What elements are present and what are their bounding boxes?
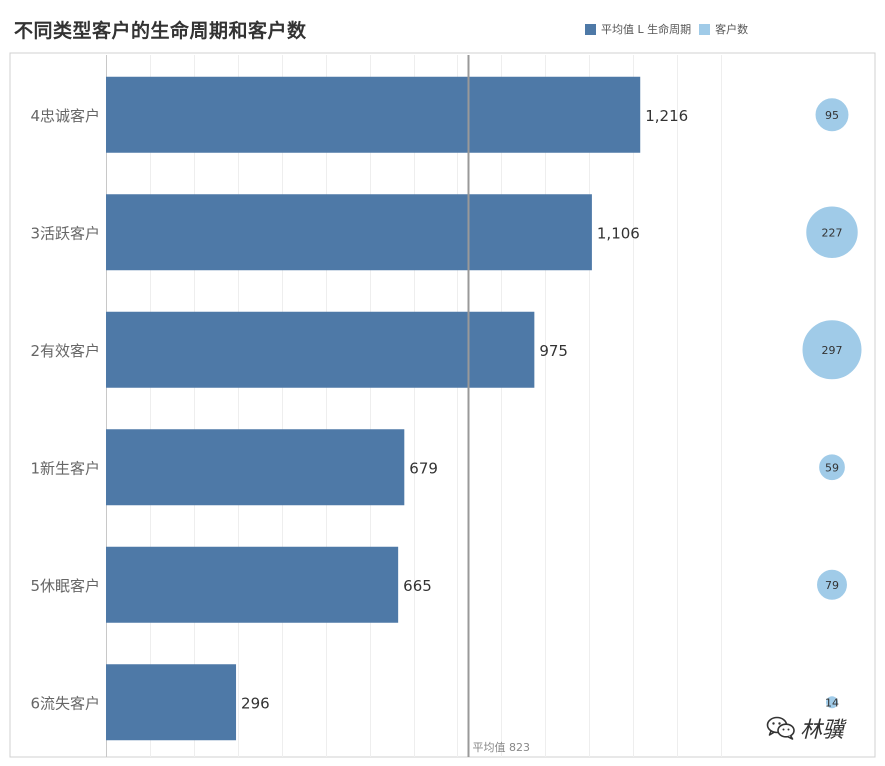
bar-value-label: 665 [403,577,432,595]
watermark-text: 林骥 [800,718,845,743]
legend-swatch-customers [699,23,711,35]
bubble [818,453,846,482]
bubble [816,568,848,601]
bubble-value-label: 227 [822,226,843,239]
category-label: 4忠诚客户 [30,107,100,125]
legend-item-customers: 客户数 [699,21,748,37]
plot-panel [9,52,876,758]
legend-swatch-lifecycle [585,23,596,35]
bar-value-label: 1,216 [645,107,688,125]
category-label: 1新生客户 [30,459,100,477]
bars-layer [106,76,641,741]
legend: 平均值 L 生命周期 客户数 [585,21,756,37]
bar [106,76,641,153]
category-label: 6流失客户 [30,694,100,712]
wechat-icon [766,716,795,740]
bubble-value-label: 95 [825,109,839,122]
bar [106,194,592,271]
bar-value-label: 296 [241,694,270,712]
legend-label-customers: 客户数 [715,23,749,36]
bar [106,664,237,741]
bubble-value-label: 14 [825,696,839,709]
bubbles-layer [801,97,863,710]
reference-line-label: 平均值 823 [473,741,531,754]
category-label: 3活跃客户 [30,224,100,242]
bar [106,311,535,388]
category-label: 2有效客户 [30,342,100,360]
bubble [814,97,850,133]
bubble-value-label: 79 [825,579,839,592]
bubble [801,319,863,381]
chart-title: 不同类型客户的生命周期和客户数 [14,20,307,42]
reference-line-layer: 平均值 823 [467,55,531,757]
bar [106,429,405,506]
bubble [824,695,840,710]
legend-item-lifecycle: 平均值 L 生命周期 [585,21,691,37]
bar-value-label: 1,106 [597,224,640,242]
bar-value-label: 679 [409,459,438,477]
bubble-value-label: 59 [825,461,839,474]
bubble [805,205,859,259]
legend-label-lifecycle: 平均值 L 生命周期 [601,23,692,36]
bar-value-label: 975 [539,342,568,360]
labels-layer: 4忠诚客户 1,216 95 3活跃客户 1,106 227 2有效客户 975 297 1新生客… [30,107,842,713]
watermark: 林骥 [766,712,844,744]
bubble-value-label: 297 [822,344,843,357]
gridlines [106,55,722,757]
bar [106,546,399,623]
category-label: 5休眠客户 [30,577,100,595]
chart-frame [9,52,876,758]
